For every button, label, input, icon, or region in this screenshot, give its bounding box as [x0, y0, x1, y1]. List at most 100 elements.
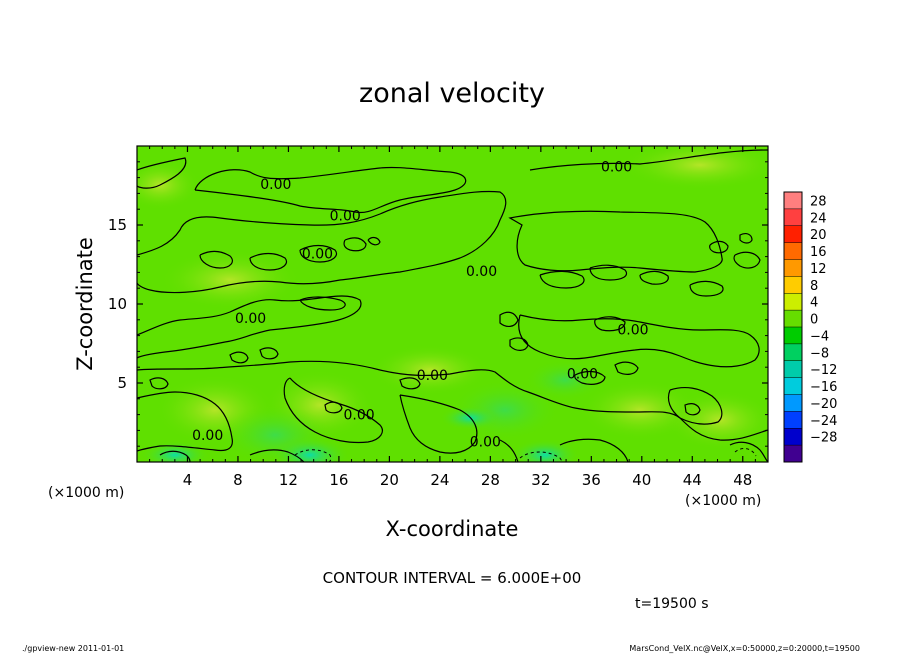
colorbar-swatch — [784, 225, 802, 243]
colorbar: 28 24 20 16 12 8 4 0−4 −8 −12 −16 −20 −24 −28 — [783, 191, 837, 463]
contour-line — [367, 236, 381, 246]
chart-title: zonal velocity — [359, 78, 545, 109]
colorbar-swatch — [784, 343, 802, 362]
footer-right: MarsCond_VelX.nc@VelX,x=0:50000,z=0:2000… — [629, 644, 860, 653]
contour-line — [594, 316, 626, 332]
y-axis: 5 10 15 — [108, 161, 768, 447]
contour-line — [299, 244, 338, 263]
contour-label: 0.00 — [344, 408, 375, 424]
colorbar-swatch — [784, 242, 802, 260]
colorbar-label: −8 — [810, 346, 829, 361]
field-shade — [160, 250, 300, 310]
contour-line — [684, 403, 701, 416]
x-tick-label: 32 — [531, 471, 550, 489]
contour-line — [159, 450, 191, 462]
contour-line — [399, 377, 421, 390]
colorbar-label: −28 — [810, 431, 837, 446]
contour-line — [734, 448, 757, 457]
contour-label: 0.00 — [617, 322, 648, 338]
contour-line — [709, 240, 729, 254]
field-shade — [665, 390, 768, 450]
colorbar-label: 0 — [810, 313, 818, 328]
contour-label: 0.00 — [235, 311, 266, 327]
contour-line — [729, 441, 768, 462]
contour-line — [194, 166, 467, 214]
contour-label: 0.00 — [260, 177, 291, 193]
contour-label: 0.00 — [330, 209, 361, 225]
colorbar-label: −12 — [810, 363, 837, 378]
contour-line — [508, 210, 723, 273]
contour-line — [199, 250, 233, 269]
colorbar-label: 4 — [810, 296, 818, 311]
contour-line — [259, 347, 279, 360]
colorbar-swatch — [784, 428, 802, 446]
x-tick-label: 20 — [380, 471, 399, 489]
contour-line — [499, 311, 519, 327]
contour-line — [639, 270, 669, 285]
x-tick-label: 24 — [430, 471, 449, 489]
field-shade — [137, 160, 200, 210]
contour-line — [499, 439, 519, 462]
contour-line — [509, 337, 529, 351]
contour-line — [733, 251, 761, 269]
contour-line — [739, 233, 753, 244]
contour-line — [399, 394, 478, 454]
field-shade — [525, 360, 605, 400]
contour-interval-label: CONTOUR INTERVAL = 6.000E+00 — [323, 569, 582, 587]
time-label: t=19500 s — [635, 596, 709, 612]
colorbar-swatch — [784, 377, 802, 395]
x-tick-label: 4 — [183, 471, 193, 489]
field-shade — [140, 441, 210, 462]
field-shade — [620, 146, 768, 190]
colorbar-label: 12 — [810, 262, 827, 277]
contour-line — [229, 351, 249, 364]
colorbar-swatch — [784, 394, 802, 412]
colorbar-label: 20 — [810, 228, 827, 243]
contour-line — [559, 438, 629, 462]
colorbar-swatch — [784, 411, 802, 429]
contour-line — [324, 401, 343, 414]
colorbar-label: −20 — [810, 397, 837, 412]
contour-line — [249, 252, 288, 271]
contour-line — [574, 370, 606, 385]
contour-line — [518, 314, 760, 368]
x-unit-label-left: (×1000 m) — [48, 485, 124, 501]
contour-line — [689, 280, 724, 297]
colorbar-swatch — [784, 445, 802, 463]
colorbar-label: 8 — [810, 279, 818, 294]
field-shade — [370, 345, 490, 395]
contour-line — [149, 377, 169, 390]
colorbar-swatch — [784, 192, 802, 210]
x-axis: 4 8 12 16 20 24 28 32 36 40 44 48 — [149, 146, 756, 489]
colorbar-label: −4 — [810, 329, 829, 344]
colorbar-label: −16 — [810, 380, 837, 395]
contour-line — [249, 449, 305, 462]
contour-labels: 0.00 0.00 0.00 0.00 0.00 0.00 0.00 0.00 0.00 0.00… — [192, 160, 648, 451]
contour-line — [539, 270, 585, 289]
contour-label: 0.00 — [417, 368, 448, 384]
x-tick-label: 40 — [632, 471, 651, 489]
colorbar-label: 28 — [810, 194, 827, 209]
contour-line — [529, 149, 768, 171]
contour-label: 0.00 — [302, 246, 333, 262]
x-tick-label: 28 — [481, 471, 500, 489]
colorbar-label: 16 — [810, 245, 827, 260]
contour-line — [137, 190, 507, 294]
contour-label: 0.00 — [466, 264, 497, 280]
x-tick-label: 36 — [582, 471, 601, 489]
contour-label: 0.00 — [567, 367, 598, 383]
contour-line — [667, 386, 723, 425]
contour-line — [137, 391, 233, 452]
contour-line — [137, 295, 362, 359]
colorbar-swatch — [784, 310, 802, 328]
contour-line — [299, 296, 346, 311]
x-unit-label-right: (×1000 m) — [685, 493, 761, 509]
y-tick-label: 5 — [117, 374, 127, 392]
x-tick-label: 8 — [233, 471, 243, 489]
y-axis-title: Z-coordinate — [73, 237, 97, 371]
colorbar-label: −24 — [810, 414, 837, 429]
contour-line — [343, 237, 367, 252]
plot-area — [137, 146, 768, 462]
field-shade — [510, 439, 580, 462]
y-tick-label: 10 — [108, 295, 127, 313]
